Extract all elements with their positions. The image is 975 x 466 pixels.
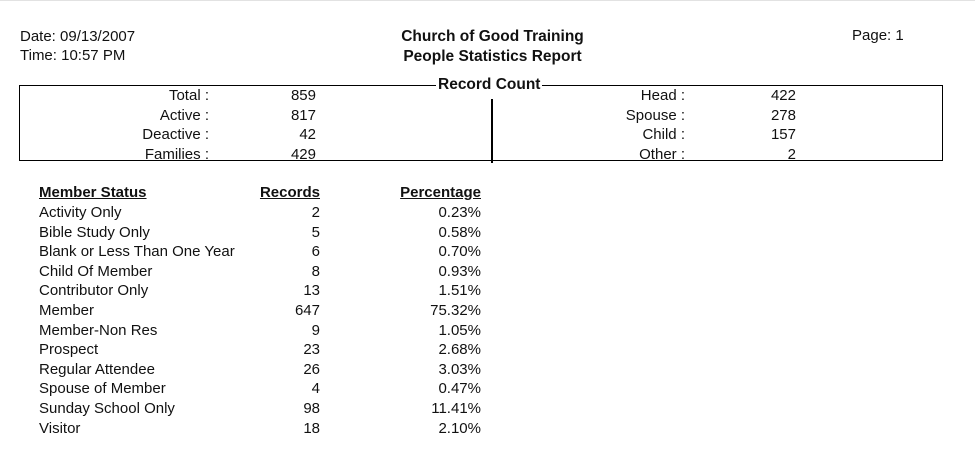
status-records: 647 <box>294 302 320 319</box>
status-name: Member <box>39 302 95 319</box>
status-records: 2 <box>311 204 320 221</box>
status-percentage: 75.32% <box>430 302 481 319</box>
deactive-label: Deactive : <box>142 126 209 143</box>
total-label: Total : <box>168 87 209 104</box>
status-records: 9 <box>311 321 320 339</box>
status-records: 26 <box>303 360 320 378</box>
status-name: Contributor Only <box>39 282 149 300</box>
status-name: Blank or Less Than One Year <box>39 243 235 261</box>
status-percentage: 0.93% <box>438 262 481 280</box>
status-name: Member-Non Res <box>39 321 158 339</box>
spouse-label: Spouse : <box>625 106 685 124</box>
status-name: Regular Attendee <box>39 360 155 378</box>
record-count-title: Record Count <box>436 76 543 94</box>
status-name: Spouse of Member <box>39 380 166 398</box>
percentage-header: Percentage <box>400 184 481 201</box>
status-name: Prospect <box>39 341 99 359</box>
status-records: 98 <box>303 400 320 417</box>
families-label: Families : <box>144 145 209 163</box>
status-percentage: 2.10% <box>438 419 481 437</box>
other-label: Other : <box>639 145 685 163</box>
child-label: Child : <box>642 126 685 143</box>
organization-name: Church of Good Training <box>401 28 584 45</box>
status-percentage: 11.41% <box>431 400 481 417</box>
active-label: Active : <box>159 106 209 124</box>
records-header: Records <box>259 184 320 201</box>
page-top-border <box>0 0 975 1</box>
status-percentage: 0.70% <box>438 243 481 261</box>
status-records: 13 <box>303 282 320 300</box>
other-value: 2 <box>787 145 796 163</box>
report-title: People Statistics Report <box>403 48 582 65</box>
report-time: Time: 10:57 PM <box>20 47 126 64</box>
status-records: 4 <box>311 380 320 398</box>
status-percentage: 2.68% <box>438 341 481 359</box>
families-value: 429 <box>290 145 316 163</box>
page-number: Page: 1 <box>852 27 904 44</box>
report-date: Date: 09/13/2007 <box>20 28 136 45</box>
status-percentage: 1.05% <box>438 321 481 339</box>
active-value: 817 <box>290 106 316 124</box>
status-name: Child Of Member <box>39 262 153 280</box>
status-records: 5 <box>311 223 320 241</box>
report-datetime: Date: 09/13/2007 Time: 10:57 PM <box>20 27 135 65</box>
status-percentage: 0.58% <box>438 223 481 241</box>
child-value: 157 <box>770 126 796 143</box>
spouse-value: 278 <box>770 106 796 124</box>
report-title-block: Church of Good Training People Statistic… <box>0 27 975 67</box>
head-label: Head : <box>640 87 685 104</box>
status-name: Visitor <box>39 419 81 437</box>
status-name: Activity Only <box>39 204 122 221</box>
total-value: 859 <box>290 87 316 104</box>
status-name: Bible Study Only <box>39 223 150 241</box>
status-name: Sunday School Only <box>39 400 175 417</box>
head-value: 422 <box>770 87 796 104</box>
status-records: 18 <box>303 419 320 437</box>
status-percentage: 0.47% <box>438 380 481 398</box>
status-percentage: 0.23% <box>438 204 481 221</box>
status-percentage: 3.03% <box>438 360 481 378</box>
status-records: 8 <box>311 262 320 280</box>
status-percentage: 1.51% <box>438 282 481 300</box>
status-records: 6 <box>311 243 320 261</box>
deactive-value: 42 <box>299 126 316 143</box>
status-records: 23 <box>303 341 320 359</box>
record-count-divider <box>491 99 493 163</box>
member-status-header: Member Status <box>39 184 147 201</box>
